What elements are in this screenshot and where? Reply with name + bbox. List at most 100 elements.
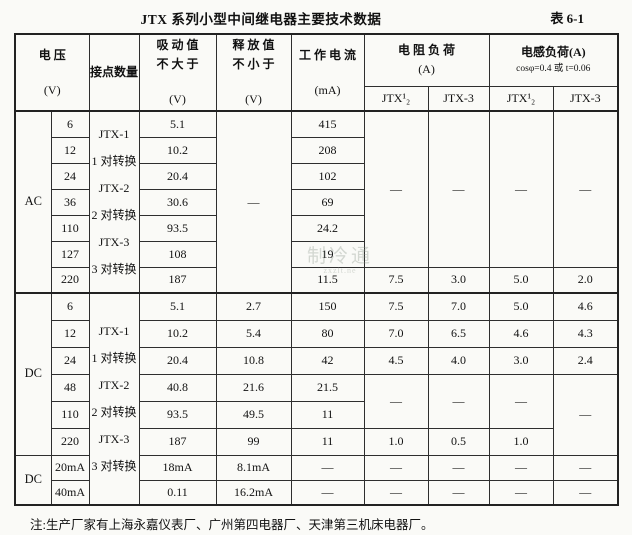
group-label-dc-2: DC [14, 454, 52, 506]
current-cell: 102 [290, 162, 365, 190]
release-dash-cell: — [215, 110, 292, 294]
load-value-cell: 0.5 [427, 427, 490, 456]
load-value-cell: 4.6 [488, 319, 554, 348]
load-value-cell: 2.0 [552, 266, 619, 294]
release-cell: 49.5 [215, 400, 292, 429]
load-value-cell: 3.0 [427, 266, 490, 294]
contacts-line: 3 对转换 [91, 262, 137, 276]
voltage-cell: 12 [50, 319, 90, 348]
load-value-cell: 6.5 [427, 319, 490, 348]
table-row-dc-20ma: DC 20mA 18mA 8.1mA — — — — — [14, 454, 619, 506]
header-pickup-text: 吸 动 值 [156, 38, 199, 52]
pickup-cell: 108 [138, 240, 217, 268]
load-dash-cell: — [488, 110, 554, 268]
header-release: 释 放 值 不 小 于 (V) [215, 33, 292, 112]
pickup-cell: 10.2 [138, 319, 217, 348]
current-cell: 80 [290, 319, 365, 348]
pickup-cell: 0.11 [138, 479, 217, 506]
pickup-cell: 93.5 [138, 214, 217, 242]
table-row-dc-110: 110 93.5 49.5 11 [15, 400, 618, 429]
pickup-cell: 20.4 [138, 346, 217, 375]
pickup-cell: 187 [138, 427, 217, 456]
title-row: JTX 系列小型中间继电器主要技术数据 表 6-1 [0, 8, 632, 30]
subheader-resistive-jtx12: JTX¹₂ [363, 85, 429, 112]
subheader-inductive-jtx3: JTX-3 [552, 85, 619, 112]
header-release-cond: 不 小 于 [232, 57, 275, 71]
load-dash-cell: — [363, 110, 429, 268]
footnote: 注:生产厂家有上海永嘉仪表厂、广州第四电器厂、天津第三机床电器厂。 [30, 518, 434, 532]
load-value-cell: 7.0 [363, 319, 429, 348]
table-row-ac-12: 12 10.2 208 [15, 136, 618, 164]
load-dash-cell: — [427, 454, 490, 481]
release-cell: 5.4 [215, 319, 292, 348]
table-row-dc-6: DC 6 JTX-1 1 对转换 JTX-2 2 对转换 JTX-3 3 对转换… [14, 292, 619, 506]
contacts-line: JTX-1 [98, 127, 130, 141]
current-cell: 24.2 [290, 214, 365, 242]
load-value-cell: 4.3 [552, 319, 619, 348]
current-cell: 21.5 [290, 373, 365, 402]
release-cell: 2.7 [215, 292, 292, 321]
voltage-cell: 6 [50, 292, 90, 321]
release-cell: 16.2mA [215, 479, 292, 506]
load-dash-cell: — [552, 454, 619, 481]
load-value-cell: 3.0 [488, 346, 554, 375]
header-voltage: 电 压 (V) [14, 33, 90, 112]
contacts-line: 1 对转换 [91, 154, 137, 168]
load-dash-cell: — [363, 454, 429, 481]
pickup-cell: 93.5 [138, 400, 217, 429]
voltage-cell: 20mA [50, 454, 90, 481]
header-resistive-text: 电 阻 负 荷 [398, 43, 456, 58]
relay-spec-table: 电 压 (V) 接点数量 吸 动 值 不 大 于 (V) 释 放 值 不 小 于… [14, 33, 620, 506]
load-value-cell: 5.0 [488, 266, 554, 294]
subheader-resistive-jtx3: JTX-3 [427, 85, 490, 112]
current-cell: 11.5 [290, 266, 365, 294]
load-value-cell: 4.0 [427, 346, 490, 375]
load-dash-cell: — [427, 373, 490, 429]
header-current-text: 工 作 电 流 [299, 47, 357, 62]
table-row-dc-24: 24 20.4 10.8 42 4.5 4.0 3.0 2.4 [15, 346, 619, 375]
header-inductive-text: 电感负荷(A) [520, 44, 586, 59]
page-title: JTX 系列小型中间继电器主要技术数据 [140, 12, 382, 27]
load-dash-cell: — [488, 373, 554, 429]
header-inductive-formula: cosφ=0.4 或 t=0.06 [516, 63, 591, 74]
load-dash-cell: — [552, 110, 619, 268]
voltage-cell: 127 [50, 240, 90, 268]
load-value-cell: 2.4 [552, 346, 619, 375]
table-row-ac-110: 110 93.5 24.2 [15, 214, 618, 242]
voltage-cell: 220 [50, 266, 90, 294]
pickup-cell: 18mA [138, 454, 217, 481]
header-resistive-load: 电 阻 负 荷 (A) [363, 33, 490, 87]
header-row-2: JTX¹₂ JTX-3 JTX¹₂ JTX-3 [15, 85, 619, 112]
load-dash-cell: — [488, 454, 554, 481]
voltage-cell: 24 [50, 346, 90, 375]
contacts-line: JTX-3 [98, 235, 130, 249]
header-current-unit: (mA) [314, 82, 341, 97]
table-row-dc-48: 48 40.8 21.6 21.5 — — — — [15, 373, 619, 456]
voltage-cell: 220 [50, 427, 90, 456]
load-dash-cell: — [427, 479, 490, 506]
load-value-cell: 5.0 [488, 292, 554, 321]
table-row-dc-40ma: 40mA 0.11 16.2mA — — — — — [15, 479, 619, 506]
release-cell: 99 [215, 427, 292, 456]
header-row-1: 电 压 (V) 接点数量 吸 动 值 不 大 于 (V) 释 放 值 不 小 于… [14, 33, 619, 112]
header-pickup: 吸 动 值 不 大 于 (V) [138, 33, 217, 112]
voltage-cell: 40mA [50, 479, 90, 506]
header-inductive-load: 电感负荷(A) cosφ=0.4 或 t=0.06 [488, 33, 619, 87]
current-cell: 415 [290, 110, 365, 138]
voltage-cell: 24 [50, 162, 90, 190]
current-cell: 208 [290, 136, 365, 164]
header-release-unit: (V) [245, 92, 262, 106]
load-dash-cell: — [363, 479, 429, 506]
release-cell: 10.8 [215, 346, 292, 375]
load-value-cell: 7.5 [363, 266, 429, 294]
table-row-ac-24: 24 20.4 102 [15, 162, 618, 190]
table-number-label: 表 6-1 [550, 11, 584, 26]
group-label-ac: AC [14, 110, 52, 294]
pickup-cell: 20.4 [138, 162, 217, 190]
contacts-line: JTX-2 [98, 181, 130, 195]
contacts-line: 2 对转换 [91, 405, 137, 419]
voltage-cell: 48 [50, 373, 90, 402]
current-cell: 11 [290, 400, 365, 429]
pickup-cell: 5.1 [138, 292, 217, 321]
